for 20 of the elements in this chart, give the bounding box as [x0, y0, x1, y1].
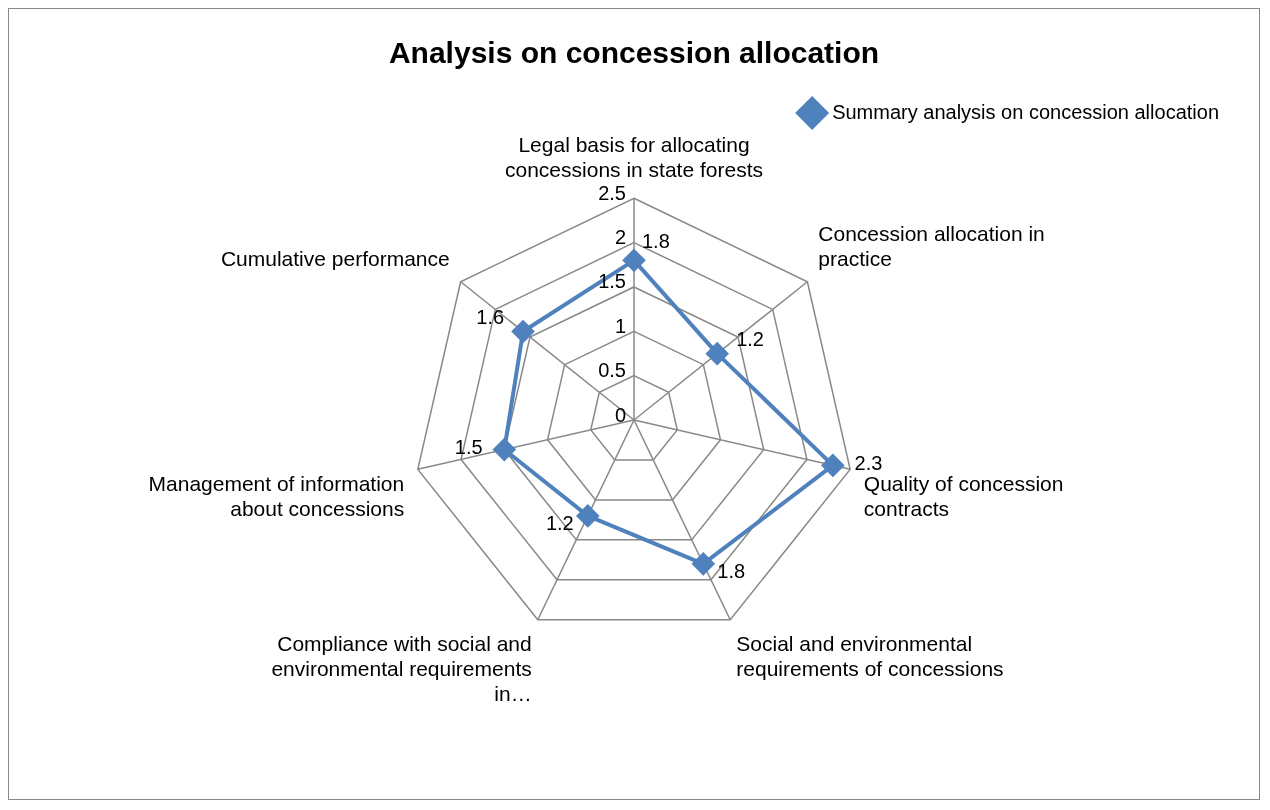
y-tick-label: 2 — [614, 226, 626, 249]
data-label: 1.2 — [545, 512, 574, 535]
data-label: 1.5 — [454, 436, 483, 459]
y-tick-label: 1.5 — [598, 270, 626, 293]
y-tick-label: 0 — [614, 403, 626, 426]
spoke-label: Cumulative performance — [220, 247, 450, 271]
spoke-label: Compliance with social and environmental requirements in… — [271, 631, 532, 706]
y-tick-label: 2.5 — [598, 181, 626, 204]
data-label: 1.8 — [717, 559, 746, 582]
legend-label: Summary analysis on concession allocation — [832, 100, 1219, 123]
y-tick-label: 0.5 — [598, 359, 626, 382]
spoke-label: Social and environmental requirements of concessions — [736, 631, 1004, 680]
spoke-label: Management of information about concessions — [148, 471, 405, 521]
chart-title: Analysis on concession allocation — [388, 36, 880, 70]
data-label: 1.2 — [736, 328, 764, 351]
spoke-label: Legal basis for allocating concessions in state forests — [505, 133, 763, 182]
spoke-label: Concession allocation in practice — [818, 222, 1045, 271]
data-label: 1.6 — [476, 306, 505, 329]
y-tick-label: 1 — [614, 314, 626, 337]
data-label: 1.8 — [642, 229, 670, 252]
